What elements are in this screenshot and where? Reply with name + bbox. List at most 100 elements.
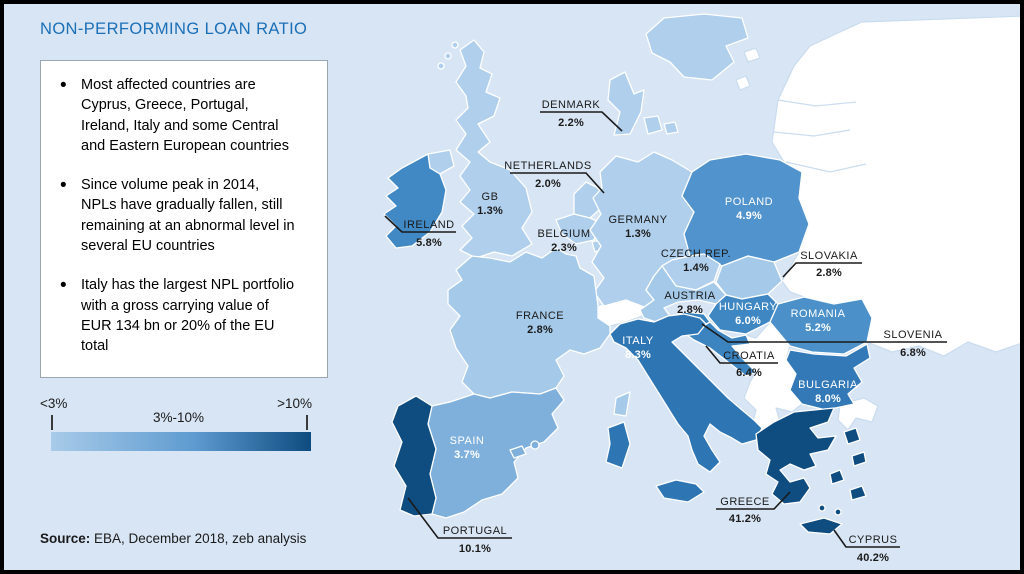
country-cyprus [799,517,843,535]
svg-text:NETHERLANDS: NETHERLANDS [504,160,591,172]
svg-text:CYPRUS: CYPRUS [849,534,898,546]
svg-text:3.7%: 3.7% [454,449,480,461]
leader-cyprus [833,529,900,548]
svg-text:SLOVENIA: SLOVENIA [883,329,942,341]
source-text: EBA, December 2018, zeb analysis [94,531,307,546]
svg-text:ROMANIA: ROMANIA [791,308,846,320]
label-gb: GB 1.3% [477,191,503,217]
country-ireland [383,153,447,249]
label-slovenia: SLOVENIA 6.8% [883,329,942,359]
country-italy [605,313,763,503]
svg-text:2.2%: 2.2% [558,117,584,129]
leader-slovakia [782,262,862,278]
svg-text:AUSTRIA: AUSTRIA [664,290,715,302]
svg-text:POLAND: POLAND [725,196,773,208]
island-corsica [613,391,631,417]
label-spain: SPAIN 3.7% [450,435,485,461]
country-bulgaria [785,343,871,411]
legend-tick-right [306,415,308,430]
svg-text:ITALY: ITALY [622,335,654,347]
country-portugal [391,395,437,517]
leader-croatia [705,345,778,364]
svg-text:1.3%: 1.3% [477,205,503,217]
page-title: NON-PERFORMING LOAN RATIO [40,20,308,38]
svg-text:6.8%: 6.8% [900,347,926,359]
source-label: Source: [40,531,91,546]
label-hungary: HUNGARY 6.0% [719,301,777,327]
label-cyprus: CYPRUS 40.2% [849,534,898,564]
label-belgium: BELGIUM 2.3% [537,228,590,254]
bullet-text-2: Since volume peak in 2014, NPLs have gra… [81,177,295,255]
leader-netherlands [510,172,605,194]
bullet-text-1: Most affected countries are Cyprus, Gree… [81,77,289,154]
country-gb [427,39,533,259]
svg-text:CROATIA: CROATIA [723,350,775,362]
country-denmark [607,71,679,136]
country-france [447,247,611,399]
island-baltic-1 [743,47,761,63]
label-czech-republic: CZECH REP. 1.4% [661,248,731,274]
leader-greece [716,491,791,510]
label-netherlands: NETHERLANDS 2.0% [504,160,591,190]
svg-text:SPAIN: SPAIN [450,435,485,447]
country-spain [427,387,565,519]
label-ireland: IRELAND 5.8% [403,219,454,249]
bullet-item-1: Most affected countries are Cyprus, Gree… [55,73,297,156]
svg-text:HUNGARY: HUNGARY [719,301,777,313]
bullet-item-3: Italy has the largest NPL portfolio with… [55,273,297,356]
svg-text:BELGIUM: BELGIUM [537,228,590,240]
svg-text:41.2%: 41.2% [729,513,761,525]
country-greece [755,407,867,516]
svg-text:8.3%: 8.3% [625,349,651,361]
label-austria: AUSTRIA 2.8% [664,290,715,316]
svg-text:1.4%: 1.4% [683,262,709,274]
legend-max-label: >10% [277,396,312,411]
svg-text:1.3%: 1.3% [625,228,651,240]
label-bulgaria: BULGARIA 8.0% [798,379,858,405]
legend-gradient-bar [51,432,311,451]
legend-min-label: <3% [40,396,68,411]
leader-portugal [407,497,512,539]
svg-text:2.8%: 2.8% [816,267,842,279]
svg-text:6.0%: 6.0% [735,315,761,327]
svg-text:BULGARIA: BULGARIA [798,379,858,391]
bullet-item-2: Since volume peak in 2014, NPLs have gra… [55,173,297,256]
label-germany: GERMANY 1.3% [608,214,667,240]
leader-slovenia [701,323,947,343]
svg-text:2.3%: 2.3% [551,242,577,254]
svg-text:8.0%: 8.0% [815,393,841,405]
label-denmark: DENMARK 2.2% [542,99,601,129]
svg-text:GREECE: GREECE [720,496,769,508]
label-poland: POLAND 4.9% [725,196,773,222]
border-line-1 [777,99,857,107]
svg-text:6.4%: 6.4% [736,367,762,379]
border-line-2 [773,129,851,137]
label-italy: ITALY 8.3% [622,335,654,361]
svg-text:2.0%: 2.0% [535,178,561,190]
svg-text:10.1%: 10.1% [459,543,491,555]
svg-text:DENMARK: DENMARK [542,99,601,111]
country-sweden [645,13,749,81]
svg-text:4.9%: 4.9% [736,210,762,222]
label-croatia: CROATIA 6.4% [723,350,775,379]
europe-map: DENMARK 2.2% NETHERLANDS 2.0% GB 1.3% IR… [383,13,1020,564]
source-line: Source: EBA, December 2018, zeb analysis [40,531,306,546]
svg-text:CZECH REP.: CZECH REP. [661,248,731,260]
leader-ireland [384,215,456,233]
svg-text:GB: GB [482,191,499,203]
svg-text:IRELAND: IRELAND [403,219,454,231]
label-portugal: PORTUGAL 10.1% [443,525,507,555]
svg-text:GERMANY: GERMANY [608,214,667,226]
svg-text:2.8%: 2.8% [677,304,703,316]
svg-text:FRANCE: FRANCE [516,310,564,322]
svg-text:5.8%: 5.8% [416,237,442,249]
svg-text:SLOVAKIA: SLOVAKIA [800,250,858,262]
island-baltic-2 [735,75,751,91]
svg-text:PORTUGAL: PORTUGAL [443,525,507,537]
label-slovakia: SLOVAKIA 2.8% [800,250,858,279]
svg-text:5.2%: 5.2% [805,322,831,334]
label-romania: ROMANIA 5.2% [791,308,846,334]
key-points-box: Most affected countries are Cyprus, Gree… [40,60,328,378]
legend-tick-left [51,415,53,430]
